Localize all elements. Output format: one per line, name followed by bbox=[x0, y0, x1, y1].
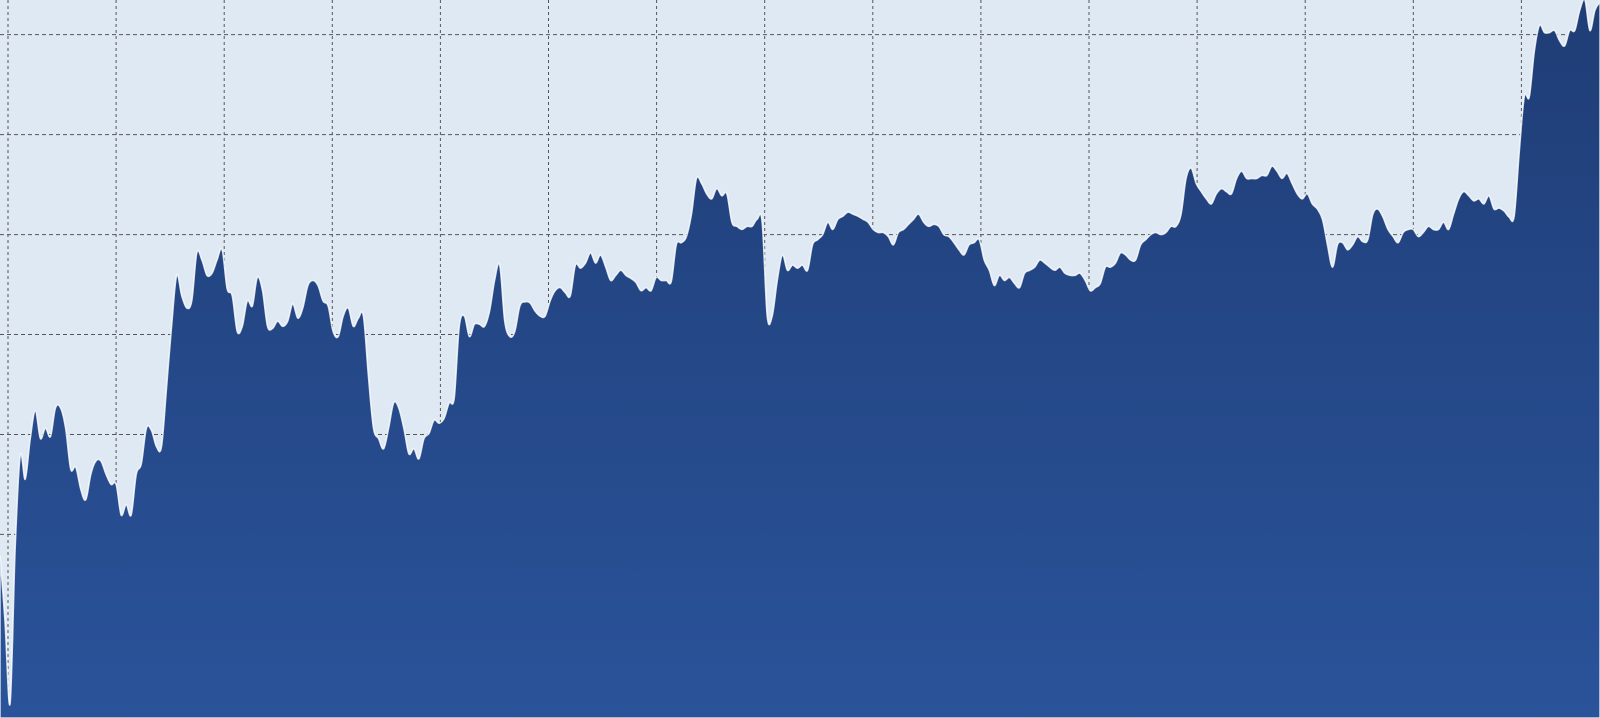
area-series bbox=[0, 0, 1600, 718]
area-chart bbox=[0, 0, 1600, 718]
